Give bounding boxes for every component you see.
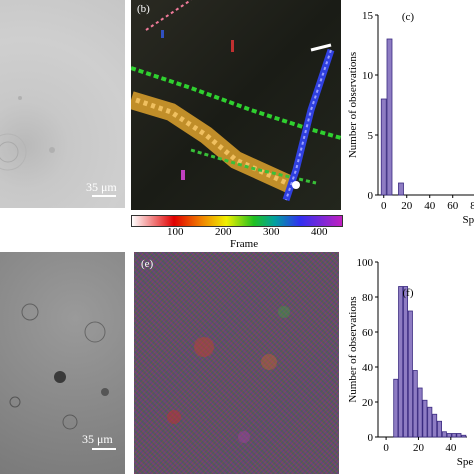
colorbar-title: Frame	[230, 238, 259, 250]
colorbar-tick-400: 400	[311, 226, 328, 238]
panel-a-scalebar-label: 35 μm	[86, 180, 117, 194]
histogram-c: 0 20 40 60 80 0 5 10 15 Speed Number of observatio…	[347, 10, 474, 226]
x-tick-label: 80	[470, 200, 474, 212]
panel-a-texture	[0, 96, 55, 171]
histogram-bar	[446, 433, 452, 438]
panel-e-tag: (e)	[141, 258, 154, 270]
x-tick-label: 20	[413, 442, 425, 454]
panel-a-scalebar-line	[92, 195, 116, 197]
panel-d-scalebar-line	[92, 448, 116, 450]
panel-b-trajectories	[131, 0, 341, 210]
y-tick-label: 20	[362, 397, 374, 409]
frame-colorbar	[131, 215, 343, 227]
x-axis-label: Spe	[457, 456, 474, 468]
panel-d-brightfield-image: 35 μm	[0, 252, 125, 474]
histogram-bar	[441, 431, 447, 438]
panel-b-tag: (b)	[137, 3, 150, 15]
y-axis-label: Number of observations	[347, 52, 359, 158]
colorbar-tick-100: 100	[167, 226, 184, 238]
histogram-bar	[461, 434, 467, 438]
panel-b-trajectory-image: (b)	[131, 0, 341, 210]
colorbar-tick-labels: 100 200 300 400	[131, 226, 341, 240]
x-tick-label: 0	[381, 200, 387, 212]
histogram-f: 0 20 40 0 20 40 60 80 100 Spe Number of observatio…	[347, 257, 474, 468]
panel-d-texture	[9, 303, 109, 430]
histogram-bar	[398, 286, 404, 438]
histogram-bar	[417, 387, 423, 438]
colorbar-tick-200: 200	[215, 226, 232, 238]
x-axis-label: Speed	[463, 214, 474, 226]
y-tick-label: 5	[368, 130, 374, 142]
y-tick-label: 60	[362, 327, 374, 339]
histogram-bar	[436, 420, 442, 438]
histogram-bar	[393, 378, 399, 438]
panel-a-brightfield-image: 35 μm	[0, 0, 125, 208]
panel-e-texture	[167, 306, 290, 443]
x-tick-label: 40	[445, 442, 457, 454]
y-tick-label: 100	[357, 257, 374, 269]
histogram-bar	[451, 433, 457, 438]
y-tick-label: 80	[362, 292, 374, 304]
y-axis-label: Number of observations	[347, 296, 359, 402]
histogram-bar	[380, 98, 387, 196]
panel-d-scalebar-label: 35 μm	[82, 432, 113, 446]
histogram-bar	[432, 413, 438, 438]
x-tick-label: 40	[424, 200, 436, 212]
x-tick-label: 0	[383, 442, 389, 454]
y-tick-label: 0	[368, 190, 374, 202]
x-tick-label: 60	[447, 200, 459, 212]
y-tick-label: 10	[362, 70, 374, 82]
panel-e-trajectory-image: (e)	[134, 252, 339, 474]
y-tick-label: 0	[368, 432, 374, 444]
panel-tag: (c)	[402, 11, 415, 23]
histogram-bar	[422, 399, 428, 438]
panel-tag: (f)	[403, 287, 414, 299]
histogram-bar	[407, 310, 413, 438]
histogram-bar	[398, 182, 404, 196]
histogram-bar	[403, 286, 409, 438]
histogram-bar	[456, 433, 462, 438]
colorbar-tick-300: 300	[263, 226, 280, 238]
y-tick-label: 40	[362, 362, 374, 374]
y-tick-label: 15	[362, 10, 374, 22]
histogram-bar	[427, 406, 433, 438]
x-tick-label: 20	[401, 200, 413, 212]
histogram-bar	[412, 370, 418, 438]
histogram-bar	[386, 38, 393, 196]
